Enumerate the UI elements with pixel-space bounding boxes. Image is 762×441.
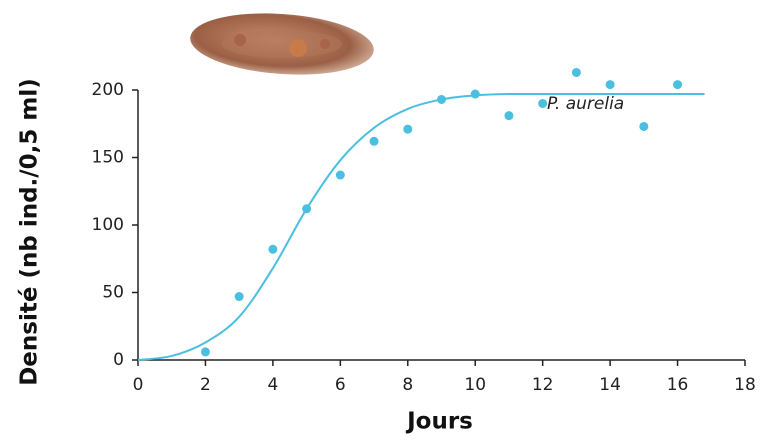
paramecium-illustration bbox=[190, 13, 374, 75]
x-tick-label: 2 bbox=[200, 375, 211, 395]
data-point bbox=[234, 292, 244, 302]
x-axis-title: Jours bbox=[405, 409, 473, 435]
y-tick-label: 50 bbox=[102, 283, 124, 303]
x-tick-label: 16 bbox=[667, 375, 689, 395]
data-point bbox=[268, 244, 278, 254]
y-tick-label: 200 bbox=[92, 80, 124, 100]
data-point bbox=[369, 136, 379, 146]
x-tick-label: 8 bbox=[402, 375, 413, 395]
x-tick-label: 18 bbox=[734, 375, 756, 395]
x-tick-label: 12 bbox=[532, 375, 554, 395]
data-point bbox=[470, 89, 480, 99]
data-point bbox=[639, 121, 649, 131]
data-point bbox=[571, 67, 581, 77]
data-point bbox=[673, 80, 683, 90]
data-point bbox=[538, 99, 548, 108]
data-point bbox=[302, 204, 312, 214]
x-tick-label: 10 bbox=[464, 375, 486, 395]
fit-curve bbox=[137, 92, 705, 361]
x-tick-label: 14 bbox=[599, 375, 621, 395]
data-point bbox=[605, 80, 615, 90]
x-tick-label: 0 bbox=[133, 375, 144, 395]
x-tick-label: 6 bbox=[335, 375, 346, 395]
annotation: P. aurelia bbox=[547, 94, 624, 114]
y-tick-label: 150 bbox=[92, 148, 124, 168]
y-tick-label: 0 bbox=[113, 350, 124, 370]
data-point bbox=[403, 124, 413, 134]
x-tick-label: 4 bbox=[267, 375, 278, 395]
data-point bbox=[335, 170, 345, 180]
data-point bbox=[437, 94, 446, 104]
data-point bbox=[200, 347, 210, 357]
y-axis-title: Densité (nb ind./0,5 ml) bbox=[17, 78, 43, 386]
y-tick-label: 100 bbox=[92, 215, 124, 235]
data-point bbox=[504, 111, 514, 121]
